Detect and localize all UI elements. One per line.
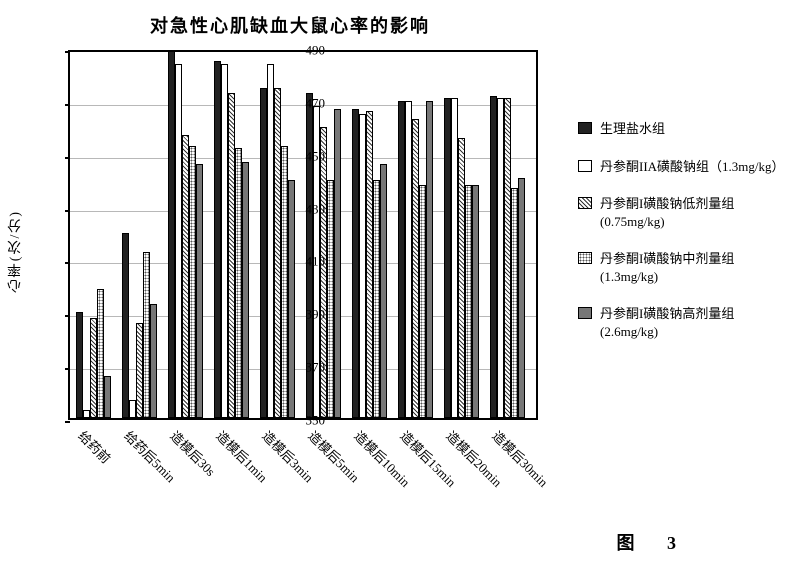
bar (490, 96, 497, 418)
bar (260, 88, 267, 418)
bar (136, 323, 143, 418)
bar (380, 164, 387, 418)
bar (97, 289, 104, 419)
bar (83, 410, 90, 418)
legend-swatch (578, 197, 592, 209)
ytick-label: 410 (287, 255, 325, 268)
ytick-label: 450 (287, 149, 325, 162)
ytick-mark (65, 104, 70, 106)
bar (175, 64, 182, 418)
bar (366, 111, 373, 418)
bar (76, 312, 83, 418)
bar (150, 304, 157, 418)
bar (518, 178, 525, 419)
bar (143, 252, 150, 419)
legend-label: 丹参酮I磺酸钠高剂量组(2.6mg/kg) (600, 305, 788, 340)
bar (458, 138, 465, 418)
ytick-mark (65, 157, 70, 159)
ytick-mark (65, 315, 70, 317)
ytick-mark (65, 368, 70, 370)
bar (104, 376, 111, 418)
bar-group (168, 51, 203, 418)
bar-group (444, 98, 479, 418)
bar-group (352, 109, 387, 418)
bar (228, 93, 235, 418)
bar (122, 233, 129, 418)
legend-swatch (578, 252, 592, 264)
bar (235, 148, 242, 418)
bar-group (490, 96, 525, 418)
bar (419, 185, 426, 418)
bar-group (214, 61, 249, 418)
bar (398, 101, 405, 418)
bar (472, 185, 479, 418)
legend-label: 丹参酮I磺酸钠低剂量组(0.75mg/kg) (600, 195, 788, 230)
bar (242, 162, 249, 418)
ytick-mark (65, 210, 70, 212)
xtick-label: 给药前 (74, 426, 115, 467)
ytick-mark (65, 421, 70, 423)
bar (451, 98, 458, 418)
legend-swatch (578, 160, 592, 172)
bar (373, 180, 380, 418)
bar (281, 146, 288, 418)
y-axis-label: 心率(次/分) (6, 210, 26, 293)
ytick-label: 470 (287, 96, 325, 109)
ytick-label: 490 (287, 44, 325, 57)
ytick-label: 390 (287, 308, 325, 321)
legend-item: 丹参酮I磺酸钠低剂量组(0.75mg/kg) (578, 195, 788, 230)
bar (214, 61, 221, 418)
ytick-mark (65, 262, 70, 264)
bar (465, 185, 472, 418)
bar-group (122, 233, 157, 418)
bar (90, 318, 97, 418)
bar (497, 98, 504, 418)
chart-container: 对急性心肌缺血大鼠心率的影响 心率(次/分) 生理盐水组丹参酮IIA磺酸钠组（1… (0, 0, 800, 563)
legend-label: 丹参酮I磺酸钠中剂量组(1.3mg/kg) (600, 250, 788, 285)
ytick-label: 430 (287, 202, 325, 215)
bar (412, 119, 419, 418)
bar (288, 180, 295, 418)
legend-label: 生理盐水组 (600, 120, 665, 138)
legend-item: 丹参酮IIA磺酸钠组（1.3mg/kg） (578, 158, 788, 176)
bar (405, 101, 412, 418)
chart-title: 对急性心肌缺血大鼠心率的影响 (0, 12, 580, 38)
bar (196, 164, 203, 418)
bar (168, 51, 175, 418)
legend-item: 丹参酮I磺酸钠高剂量组(2.6mg/kg) (578, 305, 788, 340)
bar (352, 109, 359, 418)
legend-swatch (578, 307, 592, 319)
bar (359, 114, 366, 418)
legend-item: 丹参酮I磺酸钠中剂量组(1.3mg/kg) (578, 250, 788, 285)
legend-label: 丹参酮IIA磺酸钠组（1.3mg/kg） (600, 158, 785, 176)
bar (511, 188, 518, 418)
bar (182, 135, 189, 418)
figure-label: 图 3 (617, 529, 691, 555)
legend: 生理盐水组丹参酮IIA磺酸钠组（1.3mg/kg） 丹参酮I磺酸钠低剂量组(0.7… (578, 120, 788, 360)
bar (274, 88, 281, 418)
legend-swatch (578, 122, 592, 134)
bar (426, 101, 433, 418)
bar (189, 146, 196, 418)
bar (334, 109, 341, 418)
bar (504, 98, 511, 418)
bar (444, 98, 451, 418)
bar (267, 64, 274, 418)
ytick-mark (65, 51, 70, 53)
bar-group (398, 101, 433, 418)
bar-group (76, 289, 111, 419)
ytick-label: 350 (287, 414, 325, 427)
bar (327, 180, 334, 418)
bar (221, 64, 228, 418)
legend-item: 生理盐水组 (578, 120, 788, 138)
ytick-label: 370 (287, 361, 325, 374)
bar (129, 400, 136, 419)
